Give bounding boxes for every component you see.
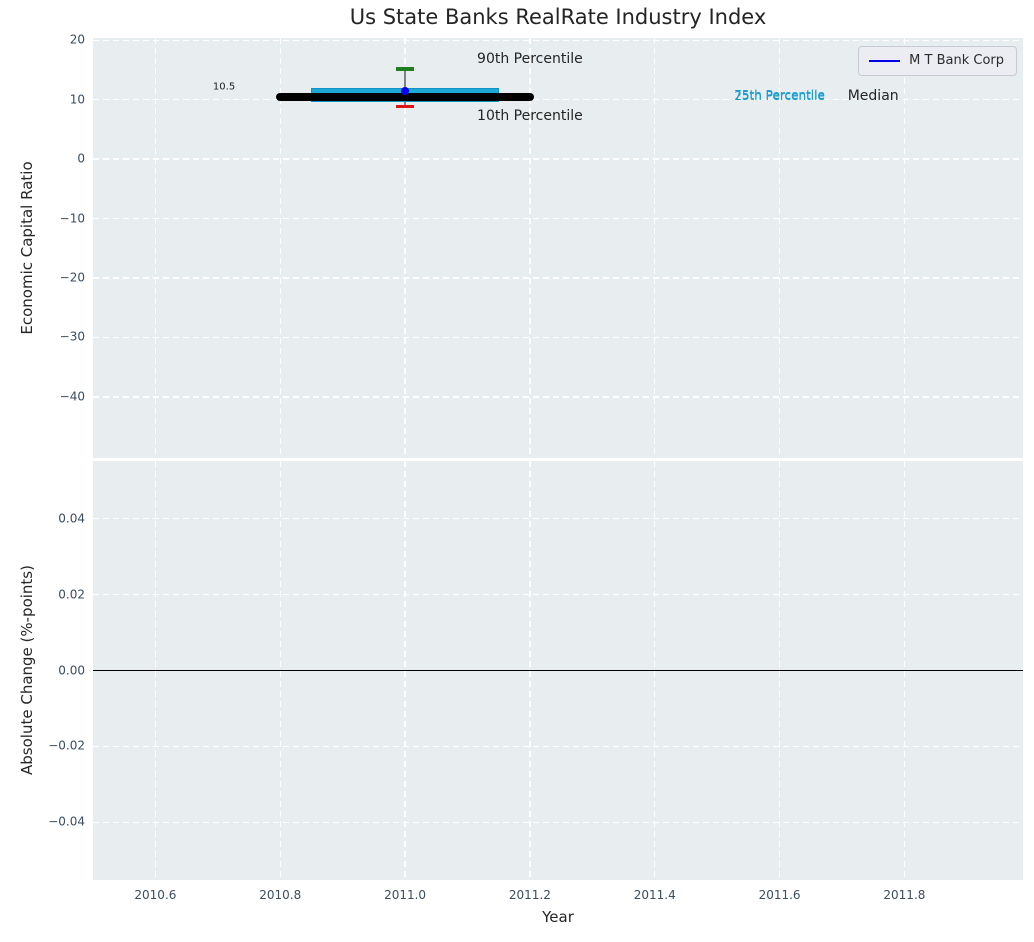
gridline-vertical — [404, 38, 406, 458]
y-tick-label: 0 — [77, 151, 85, 166]
percentile-10-cap — [395, 104, 415, 109]
gridline-vertical — [529, 38, 531, 458]
y-tick-label: −0.04 — [48, 814, 85, 829]
gridline-vertical — [154, 38, 157, 458]
gridline-horizontal — [93, 821, 1023, 823]
gridline-vertical — [279, 38, 281, 458]
series-marker-m-t-bank-corp — [401, 87, 410, 96]
y-tick-label: 0.00 — [58, 662, 85, 677]
y-tick-label: −40 — [59, 389, 85, 404]
y-tick-label: 10 — [69, 92, 85, 107]
y-tick-label: −20 — [59, 270, 85, 285]
gridline-vertical — [654, 38, 656, 458]
gridline-horizontal — [93, 39, 1023, 42]
y-tick-label: −0.02 — [48, 738, 85, 753]
annotation-25th-percentile: 25th Percentile — [734, 89, 825, 104]
axes-top: M T Bank Corp 20 10 0 −10 −20 −30 −40 90th Perc… — [60, 33, 1023, 458]
x-tick-label: 2010.6 — [134, 888, 177, 902]
legend-line-swatch — [869, 59, 901, 62]
annotation-10th-percentile: 10th Percentile — [477, 107, 583, 124]
gridline-horizontal — [93, 745, 1023, 748]
gridline-horizontal — [93, 593, 1023, 596]
gridline-vertical — [903, 38, 906, 458]
annotation-median: Median — [847, 87, 899, 104]
annotation-75th-percentile: 75th Percentile — [734, 87, 825, 102]
annotation-10.5: 10.5 — [212, 81, 236, 93]
x-tick-label: 2011.0 — [384, 888, 427, 902]
x-tick-label: 2011.6 — [758, 888, 801, 902]
median-line — [276, 92, 534, 101]
axes-bottom: 2010.6 2010.8 2011.0 2011.2 2011.4 2011.6 2011… — [48, 461, 1023, 902]
gridline-horizontal — [93, 277, 1023, 279]
y-tick-label: 0.02 — [58, 587, 85, 602]
chart-title: Us State Banks RealRate Industry Index — [349, 5, 767, 29]
y-axis-label-top: Economic Capital Ratio — [18, 161, 36, 335]
annotation-90th-percentile: 90th Percentile — [477, 51, 583, 68]
x-tick-label: 2011.2 — [508, 888, 551, 902]
gridline-horizontal — [93, 396, 1023, 398]
x-tick-label: 2011.8 — [883, 888, 926, 902]
y-tick-label: 0.04 — [58, 511, 85, 526]
gridline-vertical — [778, 38, 781, 458]
percentile-90-cap — [395, 67, 415, 71]
legend: M T Bank Corp — [858, 46, 1017, 76]
gridline-horizontal — [93, 158, 1023, 160]
y-tick-label: −30 — [59, 329, 85, 344]
gridline-horizontal — [93, 217, 1023, 220]
gridline-horizontal — [93, 99, 1023, 101]
legend-label: M T Bank Corp — [909, 53, 1004, 68]
x-tick-label: 2011.4 — [633, 888, 676, 902]
gridline-horizontal — [93, 517, 1023, 520]
y-tick-label: 20 — [69, 32, 85, 47]
zero-line — [93, 669, 1023, 672]
y-axis-label-bottom: Absolute Change (%-points) — [18, 565, 36, 775]
x-axis-label: Year — [542, 908, 574, 926]
x-tick-label: 2010.8 — [259, 888, 302, 902]
gridline-horizontal — [93, 336, 1023, 339]
y-tick-label: −10 — [59, 211, 85, 226]
